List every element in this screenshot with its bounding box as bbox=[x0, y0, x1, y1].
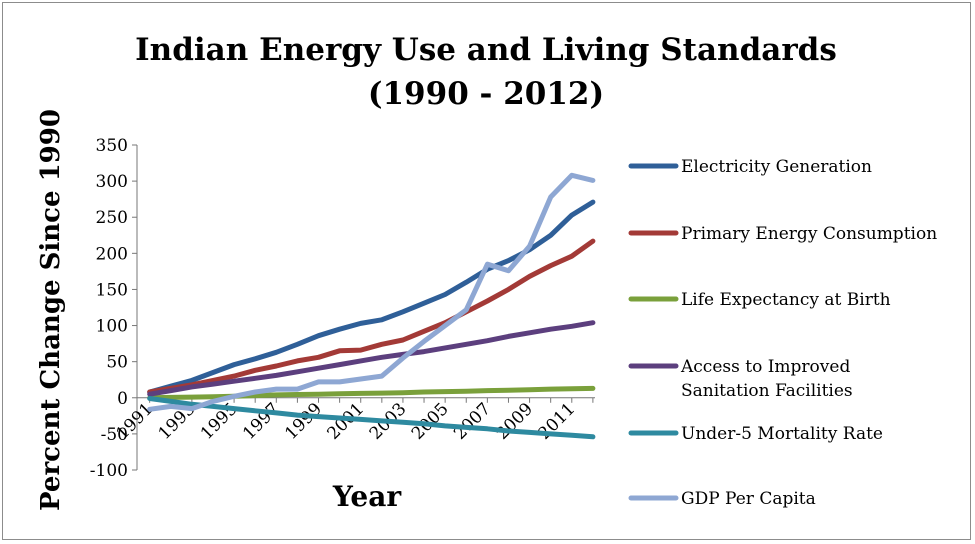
legend-label-1: Primary Energy Consumption bbox=[681, 224, 937, 244]
x-tick-label: 1997 bbox=[239, 399, 284, 444]
legend: Electricity Generation Primary Energy Con… bbox=[628, 157, 937, 509]
legend-label-2: Life Expectancy at Birth bbox=[681, 290, 891, 310]
series-line-3 bbox=[147, 320, 596, 397]
chart-title-line1: Indian Energy Use and Living Standards bbox=[135, 32, 837, 68]
y-tick-label: 100 bbox=[96, 317, 128, 337]
y-axis-title: Percent Change Since 1990 bbox=[36, 109, 66, 511]
x-tick-label: 1999 bbox=[281, 399, 326, 444]
y-tick-label: 350 bbox=[96, 136, 128, 156]
x-tick-label: 2007 bbox=[450, 399, 495, 444]
y-tick-label: 50 bbox=[106, 353, 128, 373]
legend-label-3: Access to Improved Sanitation Facilities bbox=[680, 357, 853, 401]
y-tick-label: 200 bbox=[96, 244, 128, 264]
series-line-2 bbox=[147, 385, 596, 401]
y-tick-label: 0 bbox=[117, 389, 128, 409]
legend-label-4: Under-5 Mortality Rate bbox=[681, 424, 883, 444]
series-lines bbox=[147, 172, 596, 440]
legend-label-0: Electricity Generation bbox=[681, 157, 872, 177]
y-tick-label: 300 bbox=[96, 172, 128, 192]
chart-title-line2: (1990 - 2012) bbox=[368, 76, 604, 112]
y-tick-label: -100 bbox=[90, 461, 128, 481]
x-axis-title: Year bbox=[332, 480, 403, 513]
series-line-0 bbox=[147, 199, 596, 395]
legend-label-5: GDP Per Capita bbox=[681, 489, 816, 509]
y-tick-label: 150 bbox=[96, 280, 128, 300]
series-line-1 bbox=[147, 238, 596, 395]
series-line-5 bbox=[147, 172, 596, 412]
x-tick-label: 2009 bbox=[492, 399, 537, 444]
y-tick-label: -50 bbox=[101, 425, 128, 445]
y-tick-label: 250 bbox=[96, 208, 128, 228]
series-line-4 bbox=[147, 396, 596, 440]
